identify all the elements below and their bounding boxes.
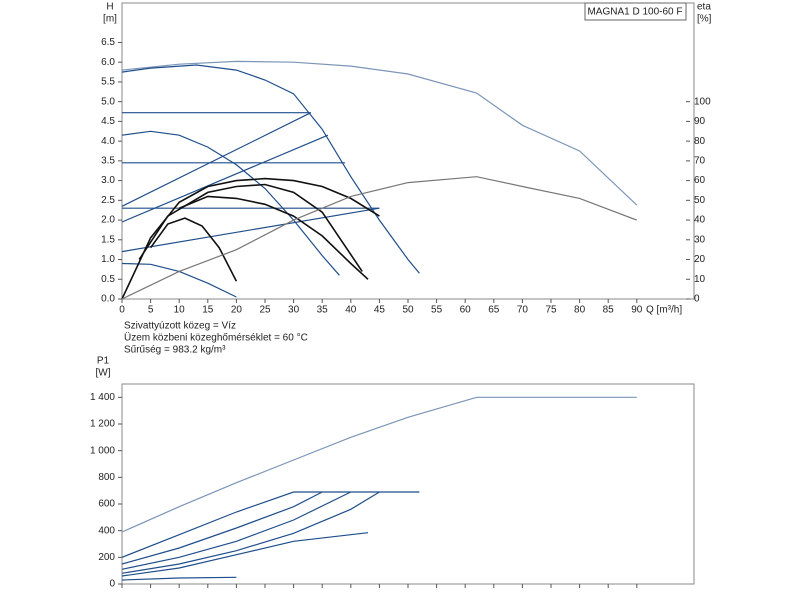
y-tick-label: 4.0 <box>101 136 115 147</box>
curve <box>138 183 363 272</box>
note: Üzem közbeni közeghőmérséklet = 60 °C <box>124 332 308 344</box>
x-tick-label: 65 <box>488 305 500 316</box>
y2-label: eta <box>697 2 711 13</box>
y2-tick-label: 40 <box>694 215 706 226</box>
curve <box>121 576 237 581</box>
curve <box>121 112 312 207</box>
y-tick-label: 400 <box>98 525 115 536</box>
curve <box>121 262 237 298</box>
x-tick-label: 55 <box>431 305 443 316</box>
curve <box>121 396 637 533</box>
y-tick-label: 3.0 <box>101 175 115 186</box>
curve <box>121 491 323 565</box>
curve <box>121 532 369 577</box>
y-tick-label: 1 200 <box>90 419 115 430</box>
y-unit: [W] <box>96 368 111 379</box>
y-tick-label: 2.0 <box>101 215 115 226</box>
y-tick-label: 2.5 <box>101 195 115 206</box>
y2-tick-label: 90 <box>694 116 706 127</box>
x-tick-label: 80 <box>574 305 586 316</box>
curve <box>121 491 380 574</box>
x-tick-label: 40 <box>345 305 357 316</box>
x-tick-label: 0 <box>119 305 125 316</box>
y-tick-label: 1 400 <box>90 392 115 403</box>
y-tick-label: 6.0 <box>101 57 115 68</box>
y2-tick-label: 10 <box>694 274 706 285</box>
curve <box>121 60 638 206</box>
y-tick-label: 600 <box>98 499 115 510</box>
legend-box <box>584 2 687 21</box>
y-unit: [m] <box>103 14 117 25</box>
y-tick-label: 1.0 <box>101 254 115 265</box>
note: Szivattyúzott közeg = Víz <box>124 321 236 332</box>
x-tick-label: 60 <box>460 305 472 316</box>
curve <box>121 207 380 253</box>
y2-tick-label: 60 <box>694 175 706 186</box>
y2-tick-label: 100 <box>694 96 711 107</box>
y2-tick-label: 50 <box>694 195 706 206</box>
curve <box>149 217 238 282</box>
y2-unit: [%] <box>697 14 712 25</box>
y-tick-label: 5.5 <box>101 77 115 88</box>
curve <box>121 176 638 300</box>
curve <box>121 491 352 570</box>
x-tick-label: 25 <box>259 305 271 316</box>
x-tick-label: 50 <box>402 305 414 316</box>
x-tick-label: 70 <box>517 305 529 316</box>
x-tick-label: 90 <box>631 305 643 316</box>
y-tick-label: 0 <box>109 579 115 590</box>
x-tick-label: 85 <box>603 305 615 316</box>
curve <box>121 491 420 558</box>
plot-frame <box>121 383 695 585</box>
y2-tick-label: 30 <box>694 234 706 245</box>
y-label: H <box>106 2 113 13</box>
x-label: Q [m³/h] <box>646 305 682 316</box>
x-tick-label: 75 <box>545 305 557 316</box>
y2-tick-label: 70 <box>694 156 706 167</box>
y-tick-label: 200 <box>98 552 115 563</box>
y2-tick-label: 0 <box>694 294 700 305</box>
y-label: P1 <box>97 356 110 367</box>
y-tick-label: 4.5 <box>101 116 115 127</box>
x-tick-label: 5 <box>148 305 154 316</box>
x-tick-label: 10 <box>174 305 186 316</box>
plot-frame <box>121 2 695 300</box>
x-tick-label: 15 <box>202 305 214 316</box>
x-tick-label: 30 <box>288 305 300 316</box>
y-tick-label: 1.5 <box>101 234 115 245</box>
x-tick-label: 45 <box>374 305 386 316</box>
chart-title: MAGNA1 D 100-60 F <box>587 7 682 18</box>
y-tick-label: 0.0 <box>101 294 115 305</box>
y-tick-label: 800 <box>98 472 115 483</box>
x-tick-label: 35 <box>317 305 329 316</box>
x-tick-label: 20 <box>231 305 243 316</box>
y2-tick-label: 20 <box>694 254 706 265</box>
note: Sűrűség = 983.2 kg/m³ <box>124 345 226 356</box>
curve <box>121 64 420 274</box>
y2-tick-label: 80 <box>694 136 706 147</box>
y-tick-label: 6.5 <box>101 37 115 48</box>
curve <box>121 134 329 223</box>
curve <box>121 130 340 276</box>
y-tick-label: 1 000 <box>90 445 115 456</box>
y-tick-label: 3.5 <box>101 156 115 167</box>
y-tick-label: 0.5 <box>101 274 115 285</box>
y-tick-label: 5.0 <box>101 96 115 107</box>
curve <box>178 195 369 280</box>
